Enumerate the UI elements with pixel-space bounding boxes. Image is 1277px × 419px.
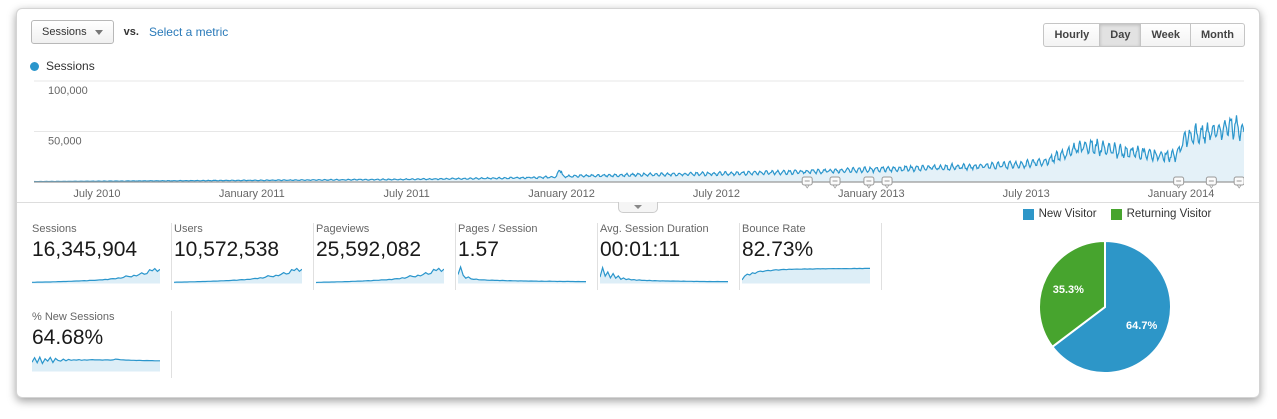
metric-card-value: 1.57: [458, 238, 499, 261]
svg-text:July 2012: July 2012: [693, 188, 740, 200]
granularity-control: Hourly Day Week Month: [1043, 23, 1245, 47]
svg-text:50,000: 50,000: [48, 136, 82, 148]
legend-item-new-visitor: New Visitor: [1022, 208, 1097, 220]
metric-card-label: Pages / Session: [458, 223, 538, 235]
chevron-down-icon: [634, 205, 642, 209]
annotation-marker-icon[interactable]: [1233, 176, 1244, 189]
metric-card-value: 16,345,904: [32, 238, 138, 261]
sessions-sparkline: [32, 267, 160, 284]
pages-per-session-sparkline: [458, 264, 586, 284]
metric-controls: Sessions vs. Select a metric: [31, 20, 228, 44]
chevron-down-icon: [94, 29, 103, 35]
metric-card-sessions: Sessions 16,345,904: [30, 223, 172, 290]
metric-card-percent-new-sessions: % New Sessions 64.68%: [30, 311, 172, 378]
annotation-marker-icon[interactable]: [863, 176, 875, 189]
pie-slice-label: 64.7%: [1126, 320, 1157, 332]
visitor-type-pie-chart: 64.7% 35.3%: [1038, 239, 1172, 374]
new-visitor-swatch-icon: [1022, 208, 1034, 220]
svg-text:July 2010: July 2010: [73, 188, 120, 200]
granularity-hourly-button[interactable]: Hourly: [1043, 23, 1101, 47]
select-a-metric-link[interactable]: Select a metric: [148, 25, 229, 39]
series-legend-label: Sessions: [46, 59, 95, 73]
metric-card-avg-session-duration: Avg. Session Duration 00:01:11: [598, 223, 740, 290]
annotation-marker-icon[interactable]: [881, 176, 893, 189]
metric-card-pages-per-session: Pages / Session 1.57: [456, 223, 598, 290]
metric-card-label: Users: [174, 223, 203, 235]
percent-new-sessions-sparkline: [32, 355, 160, 372]
metric-card-label: Sessions: [32, 223, 77, 235]
metric-selector-dropdown[interactable]: Sessions: [31, 20, 114, 44]
analytics-overview-panel: Sessions vs. Select a metric Hourly Day …: [16, 8, 1260, 398]
annotation-marker-icon[interactable]: [1205, 176, 1217, 189]
metric-card-value: 00:01:11: [600, 238, 681, 261]
metric-card-label: Pageviews: [316, 223, 370, 235]
svg-text:January 2013: January 2013: [838, 188, 905, 200]
metric-selector-label: Sessions: [42, 26, 87, 38]
avg-session-duration-sparkline: [600, 265, 728, 284]
svg-text:100,000: 100,000: [48, 85, 88, 97]
svg-text:July 2011: July 2011: [384, 188, 430, 200]
svg-text:January 2014: January 2014: [1148, 188, 1215, 200]
granularity-day-button[interactable]: Day: [1099, 23, 1142, 47]
pie-slice: [1050, 239, 1172, 374]
visitor-type-legend: New Visitor Returning Visitor: [1012, 208, 1222, 220]
metric-card-users: Users 10,572,538: [172, 223, 314, 290]
series-dot-icon: [30, 61, 39, 71]
metric-card-value: 82.73%: [742, 238, 814, 261]
legend-label: New Visitor: [1038, 208, 1097, 220]
annotations-collapse-tab[interactable]: [618, 202, 658, 213]
annotation-marker-icon[interactable]: [1173, 176, 1185, 189]
bounce-rate-sparkline: [742, 267, 870, 284]
legend-label: Returning Visitor: [1126, 208, 1212, 220]
metric-card-label: Avg. Session Duration: [600, 223, 709, 235]
annotation-marker-icon[interactable]: [829, 176, 841, 189]
svg-text:January 2011: January 2011: [219, 188, 285, 200]
metric-card-value: 64.68%: [32, 326, 104, 349]
metric-card-bounce-rate: Bounce Rate 82.73%: [740, 223, 882, 290]
granularity-week-button[interactable]: Week: [1140, 23, 1192, 47]
svg-text:July 2013: July 2013: [1003, 188, 1050, 200]
vs-label: vs.: [123, 26, 139, 38]
metric-card-label: Bounce Rate: [742, 223, 806, 235]
annotation-marker-icon[interactable]: [801, 176, 813, 189]
svg-text:January 2012: January 2012: [528, 188, 595, 200]
returning-visitor-swatch-icon: [1110, 208, 1122, 220]
pageviews-sparkline: [316, 267, 444, 284]
granularity-month-button[interactable]: Month: [1190, 23, 1245, 47]
legend-item-returning-visitor: Returning Visitor: [1110, 208, 1212, 220]
metric-card-label: % New Sessions: [32, 311, 115, 323]
metric-card-value: 25,592,082: [316, 238, 422, 261]
chart-series-legend: Sessions: [30, 59, 95, 73]
metric-card-value: 10,572,538: [174, 238, 280, 261]
users-sparkline: [174, 267, 302, 284]
metric-cards-row-1: Sessions 16,345,904 Users 10,572,538 Pag…: [30, 223, 882, 290]
pie-slice-label: 35.3%: [1053, 284, 1084, 296]
metric-cards-row-2: % New Sessions 64.68%: [30, 311, 172, 378]
sessions-chart: 50,000 100,000 July 2010 January 2011 July 2…: [34, 80, 1244, 200]
metric-card-pageviews: Pageviews 25,592,082: [314, 223, 456, 290]
pie-slice: [1038, 239, 1106, 349]
